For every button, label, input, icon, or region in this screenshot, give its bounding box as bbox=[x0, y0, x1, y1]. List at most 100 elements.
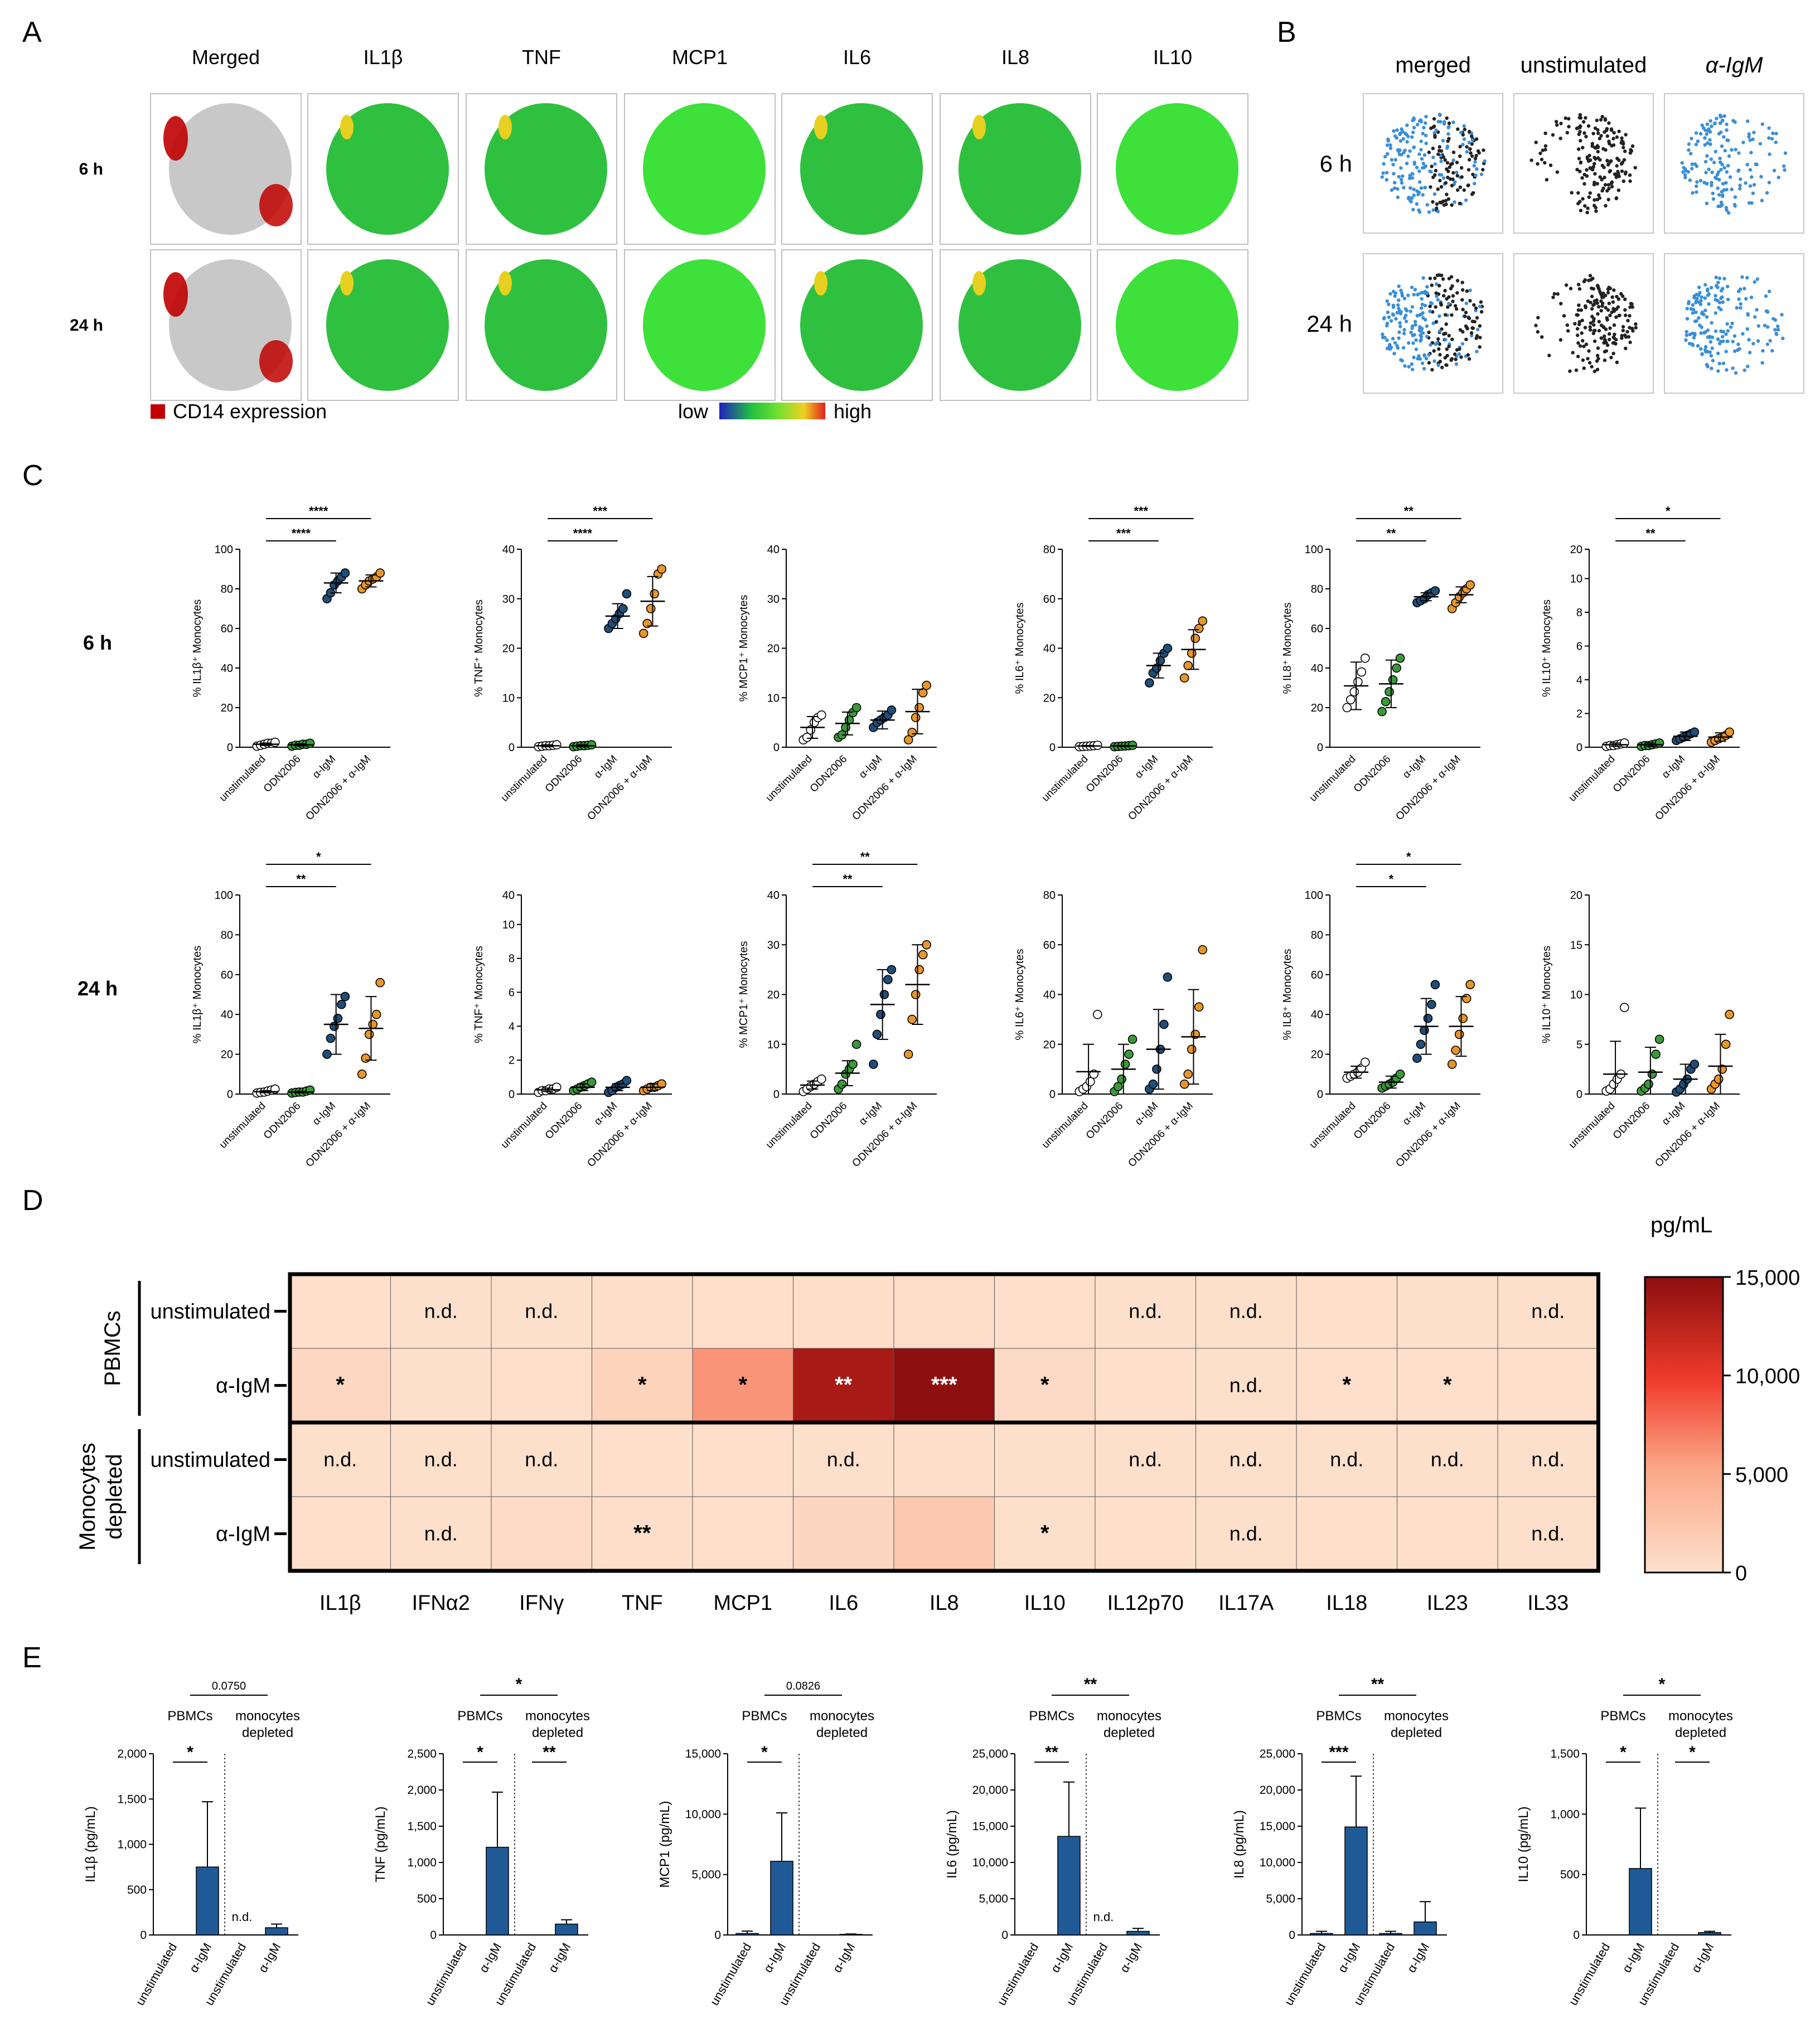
x-tick-label: α-IgM bbox=[761, 1941, 788, 1975]
sig-label: ** bbox=[296, 872, 306, 886]
cell-dot bbox=[1603, 358, 1607, 362]
sig-label: *** bbox=[1329, 1743, 1348, 1762]
cell-dot bbox=[1627, 335, 1630, 339]
cell-dot bbox=[1768, 152, 1771, 156]
cell-dot bbox=[1461, 307, 1465, 312]
cell-dot bbox=[1605, 159, 1609, 163]
cell-dot bbox=[1399, 178, 1403, 182]
data-point bbox=[1690, 1059, 1700, 1069]
x-tick-label: unstimulated bbox=[217, 753, 268, 804]
group-label-mono-a: monocytes bbox=[1384, 1709, 1449, 1724]
cell-dot bbox=[1458, 201, 1462, 206]
cell-dot bbox=[1389, 319, 1393, 323]
heat-rect bbox=[1397, 1496, 1498, 1571]
cell-dot bbox=[1430, 283, 1434, 287]
cell-dot bbox=[1742, 287, 1746, 291]
cell-dot bbox=[1581, 120, 1586, 124]
heat-rect bbox=[592, 1496, 693, 1571]
heatmap-cell-3-1: n.d. bbox=[390, 1496, 492, 1571]
y-tick-label: 40 bbox=[221, 1009, 233, 1021]
cell-dot bbox=[1538, 151, 1542, 156]
cell-dot bbox=[1391, 163, 1395, 167]
cell-dot bbox=[1783, 151, 1788, 155]
cell-dot bbox=[1442, 294, 1446, 298]
cell-dot bbox=[1596, 128, 1600, 132]
x-tick-label: ODN2006 + α-IgM bbox=[1653, 1100, 1722, 1170]
data-point bbox=[1194, 623, 1204, 633]
y-tick-label: 10,000 bbox=[1260, 1856, 1295, 1869]
cell-dot bbox=[1425, 324, 1429, 328]
data-point bbox=[1179, 1079, 1189, 1089]
cell-dot bbox=[1470, 320, 1475, 323]
cell-dot bbox=[1460, 280, 1464, 284]
cell-dot bbox=[1725, 187, 1729, 192]
cell-dot bbox=[1412, 293, 1416, 297]
cell-dot bbox=[1583, 204, 1587, 208]
cell-dot bbox=[1552, 292, 1556, 296]
cell-dot bbox=[1427, 353, 1431, 357]
x-tick-label: unstimulated bbox=[217, 1100, 268, 1151]
heat-rect bbox=[491, 1422, 592, 1497]
y-tick-label: 2,500 bbox=[407, 1748, 437, 1760]
cell-label: n.d. bbox=[1230, 1522, 1263, 1545]
cell-dot bbox=[1388, 143, 1392, 147]
heatmap-cell-0-10 bbox=[1296, 1274, 1397, 1349]
x-tick-label: α-IgM bbox=[857, 753, 884, 781]
cell-dot bbox=[1567, 124, 1571, 129]
cell-dot bbox=[1385, 323, 1389, 328]
cell-dot bbox=[1744, 297, 1748, 301]
y-tick-label: 20 bbox=[1570, 544, 1582, 556]
data-point bbox=[368, 1019, 378, 1029]
cell-dot bbox=[1451, 151, 1456, 154]
cell-dot bbox=[1444, 363, 1448, 367]
cell-dot bbox=[1725, 122, 1729, 127]
cell-label: * bbox=[1342, 1373, 1351, 1397]
cell-dot bbox=[1434, 291, 1438, 295]
cell-dot bbox=[1439, 185, 1444, 189]
cell-dot bbox=[1392, 172, 1396, 176]
cell-dot bbox=[1617, 129, 1621, 133]
cell-dot bbox=[1397, 152, 1402, 157]
cell-dot bbox=[1460, 342, 1465, 346]
y-tick-label: 0 bbox=[1573, 1929, 1580, 1942]
cell-dot bbox=[1447, 121, 1451, 125]
data-point bbox=[1187, 649, 1197, 658]
cell-dot bbox=[1405, 123, 1409, 127]
y-tick-label: 10 bbox=[1570, 989, 1582, 1001]
bar bbox=[770, 1861, 793, 1936]
x-tick-label: unstimulated bbox=[994, 1941, 1041, 2008]
y-tick-label: 100 bbox=[1305, 889, 1323, 902]
cell-dot bbox=[1475, 316, 1479, 320]
y-tick-label: 15 bbox=[1570, 939, 1582, 951]
cell-dot bbox=[1399, 358, 1403, 362]
heatmap-cell-2-6 bbox=[893, 1422, 995, 1497]
cell-dot bbox=[1749, 296, 1754, 299]
cell-dot bbox=[1623, 149, 1627, 153]
data-point bbox=[1127, 741, 1138, 750]
tsne-plot-0-3 bbox=[624, 93, 776, 245]
cell-dot bbox=[1592, 339, 1597, 343]
y-axis-label: % TNF⁺ Monocytes bbox=[473, 946, 485, 1043]
data-point bbox=[1163, 972, 1173, 982]
bar bbox=[1310, 1933, 1333, 1936]
cell-dot bbox=[1406, 134, 1410, 139]
data-point bbox=[1420, 1025, 1429, 1036]
data-point bbox=[657, 564, 666, 574]
cell-dot bbox=[1420, 297, 1424, 301]
sig-label: ** bbox=[860, 850, 870, 864]
cell-dot bbox=[1461, 288, 1465, 292]
col-label-1: IFNα2 bbox=[412, 1591, 470, 1615]
x-tick-label: α-IgM bbox=[1688, 1941, 1716, 1975]
cell-dot bbox=[1584, 134, 1588, 139]
top-sig-label: ** bbox=[1371, 1675, 1385, 1694]
tsne-plot-0-1 bbox=[307, 93, 459, 245]
heatmap-cell-2-10: n.d. bbox=[1296, 1422, 1397, 1497]
heatmap-cell-1-12 bbox=[1497, 1348, 1599, 1423]
heatmap-cell-2-11: n.d. bbox=[1397, 1422, 1498, 1497]
cell-dot bbox=[1558, 338, 1563, 342]
top-sig-label: 0.0750 bbox=[212, 1680, 246, 1692]
cell-dot bbox=[1472, 303, 1476, 307]
cell-dot bbox=[1422, 354, 1426, 358]
